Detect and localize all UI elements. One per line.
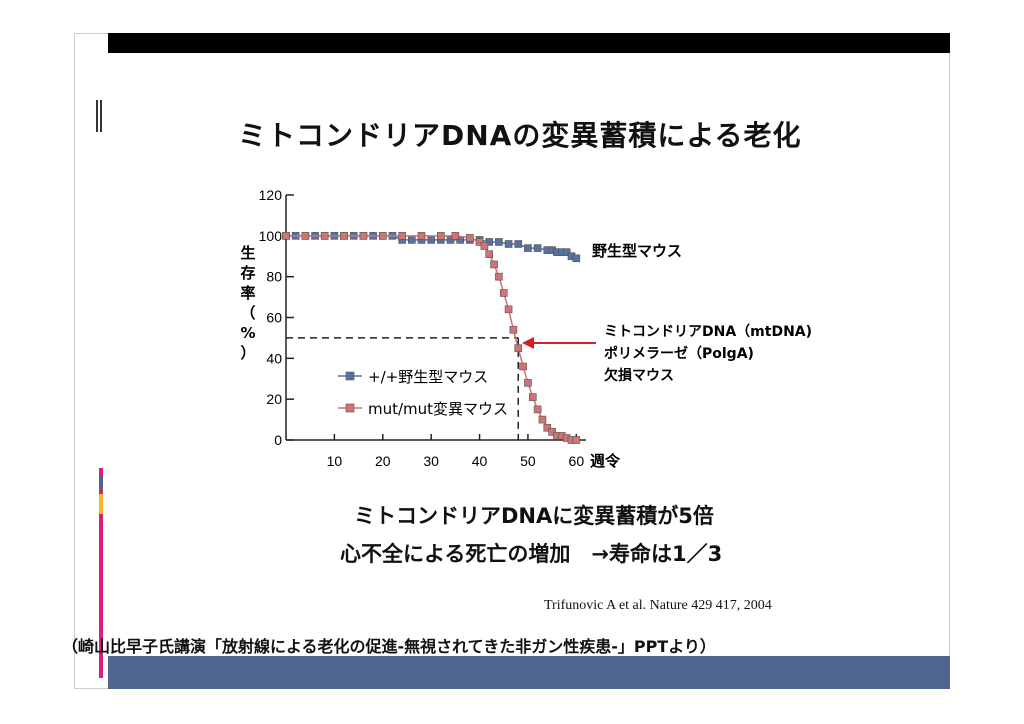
wild-type-data-point	[495, 238, 503, 246]
x-tick-label: 50	[520, 453, 536, 469]
mutant-data-point	[514, 344, 523, 352]
y-tick-label: 20	[266, 391, 282, 407]
mutant-data-point	[417, 232, 426, 240]
mutant-data-point	[451, 232, 460, 240]
accent-bar-yellow	[99, 494, 103, 514]
y-tick-label: 0	[274, 432, 282, 448]
mutant-data-point	[509, 325, 518, 334]
y-axis-label: 生存率（%）	[240, 244, 255, 362]
y-tick-label: 40	[266, 350, 282, 366]
mutant-annotation-arrow-head	[522, 337, 534, 349]
mutant-data-point	[543, 423, 552, 432]
survival-chart: 0 20 40 60 80 100 120 10 20 30 40 50 60 週令 生存率（%） +/+野…	[240, 187, 812, 470]
mutant-data-point	[524, 379, 532, 387]
mutant-data-point	[490, 260, 498, 269]
mutant-annotation-line-3: 欠損マウス	[604, 367, 674, 384]
mutant-annotation-line-2: ポリメラーゼ（PolgA)	[604, 345, 754, 362]
mutant-data-point	[466, 234, 474, 242]
mutant-data-point	[572, 436, 581, 444]
wild-type-data-point	[533, 244, 542, 252]
x-tick-label: 40	[472, 453, 488, 469]
slide-title: ミトコンドリアDNAの変異蓄積による老化	[238, 119, 802, 152]
mutant-data-point	[548, 428, 556, 436]
y-tick-label: 60	[266, 310, 282, 326]
wild-type-data-point	[427, 236, 435, 244]
caption-line-2: 心不全による死亡の増加 →寿命は1／3	[340, 542, 723, 566]
mutant-data-point	[475, 238, 484, 246]
x-tick-label: 10	[327, 453, 343, 469]
mutant-data-point	[495, 272, 503, 281]
wild-type-annotation: 野生型マウス	[592, 242, 682, 260]
mutant-data-point	[359, 232, 368, 240]
citation: Trifunovic A et al. Nature 429 417, 2004	[544, 598, 772, 613]
wild-type-data-point	[572, 254, 581, 263]
mutant-data-point	[519, 362, 527, 371]
mutant-data-point	[378, 232, 387, 240]
mutant-data-point	[485, 250, 494, 259]
x-axis-label: 週令	[590, 452, 621, 470]
mutant-data-point	[340, 232, 348, 240]
legend-label-mutant: mut/mut変異マウス	[368, 400, 508, 418]
wild-type-data-point	[485, 238, 494, 246]
wild-type-data-point	[408, 236, 416, 244]
mutant-data-point	[437, 232, 445, 240]
mutant-data-point	[301, 232, 310, 240]
mutant-data-point	[499, 289, 508, 297]
mutant-data-point	[398, 232, 406, 240]
half-survival-reference	[286, 337, 520, 440]
source-note: （崎山比早子氏講演「放射線による老化の促進-無視されてきた非ガン性疾患-」PPT…	[62, 637, 716, 656]
mutant-data-point	[538, 415, 547, 424]
mutant-data-point	[528, 393, 537, 401]
mutant-data-point	[504, 305, 513, 314]
wild-type-data-point	[524, 244, 532, 252]
mutant-data-point	[320, 232, 329, 240]
wild-type-data-point	[504, 240, 513, 248]
y-tick-label: 80	[266, 269, 282, 285]
accent-bar-blue	[99, 476, 103, 490]
slide-left-marker	[96, 100, 102, 132]
accent-bar-pink	[99, 468, 103, 678]
wild-type-data-point	[562, 248, 571, 256]
x-tick-label: 20	[375, 453, 391, 469]
mutant-data-point	[480, 242, 489, 250]
y-tick-label: 100	[259, 228, 283, 244]
x-tick-label: 30	[423, 453, 439, 469]
slide-bottom-bar	[108, 656, 950, 689]
y-tick-label: 120	[259, 187, 283, 203]
chart-series	[282, 232, 581, 444]
legend-marker-wild-type	[345, 371, 355, 381]
mutant-data-point	[533, 405, 542, 414]
chart-ticks: 0 20 40 60 80 100 120 10 20 30 40 50 60 週令 生存率（%）	[240, 187, 621, 470]
legend-label-wild-type: +/+野生型マウス	[368, 368, 488, 386]
caption-line-1: ミトコンドリアDNAに変異蓄積が5倍	[354, 504, 714, 528]
chart-legend: +/+野生型マウス mut/mut変異マウス	[338, 368, 508, 418]
slide-top-bar	[108, 33, 950, 53]
mutant-annotation-line-1: ミトコンドリアDNA（mtDNA)	[604, 324, 812, 340]
wild-type-data-point	[514, 240, 523, 248]
x-tick-label: 60	[569, 453, 585, 469]
legend-marker-mutant	[345, 403, 355, 413]
mutant-data-point	[282, 232, 290, 240]
